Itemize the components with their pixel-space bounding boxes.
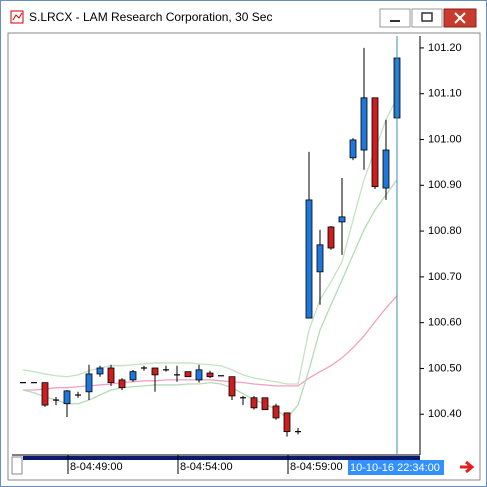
- candle-body: [371, 97, 379, 188]
- y-tick-label: 100.70: [428, 271, 462, 283]
- y-tick-label: 100.40: [428, 408, 462, 420]
- chart-panel: [7, 32, 481, 481]
- candle-body: [206, 372, 214, 378]
- candle-body: [184, 371, 192, 378]
- candle-body: [96, 367, 104, 375]
- candle-body: [272, 405, 280, 419]
- candle-body: [107, 367, 115, 384]
- scroll-thumb[interactable]: [11, 456, 23, 475]
- candle-body: [250, 397, 258, 409]
- candle-body: [382, 149, 390, 189]
- y-tick-label: 100.80: [428, 225, 462, 237]
- window-title: S.LRCX - LAM Research Corporation, 30 Se…: [29, 10, 272, 24]
- y-tick-label: 101.10: [428, 88, 462, 100]
- candle-body: [63, 390, 71, 405]
- overlay-line: [22, 97, 398, 385]
- x-tick-label: 8-04:49:00: [70, 461, 123, 473]
- x-tick-label: 8-04:54:00: [180, 461, 233, 473]
- candle-body: [195, 369, 203, 381]
- candle-body: [349, 139, 357, 159]
- y-tick-label: 101.00: [428, 133, 462, 145]
- candle-body: [85, 373, 93, 393]
- candle-body: [338, 216, 346, 223]
- candle-body: [283, 412, 291, 433]
- cursor-label: 10-10-16 22:34:00: [350, 462, 440, 474]
- y-tick-label: 100.90: [428, 179, 462, 191]
- close-button[interactable]: [443, 8, 477, 28]
- candle-body: [261, 397, 269, 411]
- restore-button[interactable]: [411, 8, 443, 28]
- overlay-line: [22, 179, 398, 419]
- y-tick-label: 101.20: [428, 42, 462, 54]
- y-tick-label: 100.60: [428, 317, 462, 329]
- scroll-right-arrow[interactable]: [460, 460, 475, 474]
- candle-body: [316, 244, 324, 273]
- app-icon-graph: [12, 12, 23, 21]
- candle-body: [118, 379, 126, 389]
- y-tick-label: 100.50: [428, 362, 462, 374]
- minimize-button[interactable]: [379, 8, 411, 28]
- candle-body: [228, 376, 236, 397]
- candle-body: [151, 367, 159, 376]
- candle-body: [129, 371, 137, 381]
- candle-body: [360, 97, 368, 151]
- x-tick-label: 8-04:59:00: [290, 461, 343, 473]
- candle-body: [305, 199, 313, 319]
- app-icon: [10, 10, 24, 24]
- scroll-bar[interactable]: [23, 456, 420, 460]
- candle-body: [41, 382, 49, 406]
- candle-body: [327, 226, 335, 249]
- cursor-label-box: [348, 460, 444, 475]
- overlay-line: [23, 295, 398, 391]
